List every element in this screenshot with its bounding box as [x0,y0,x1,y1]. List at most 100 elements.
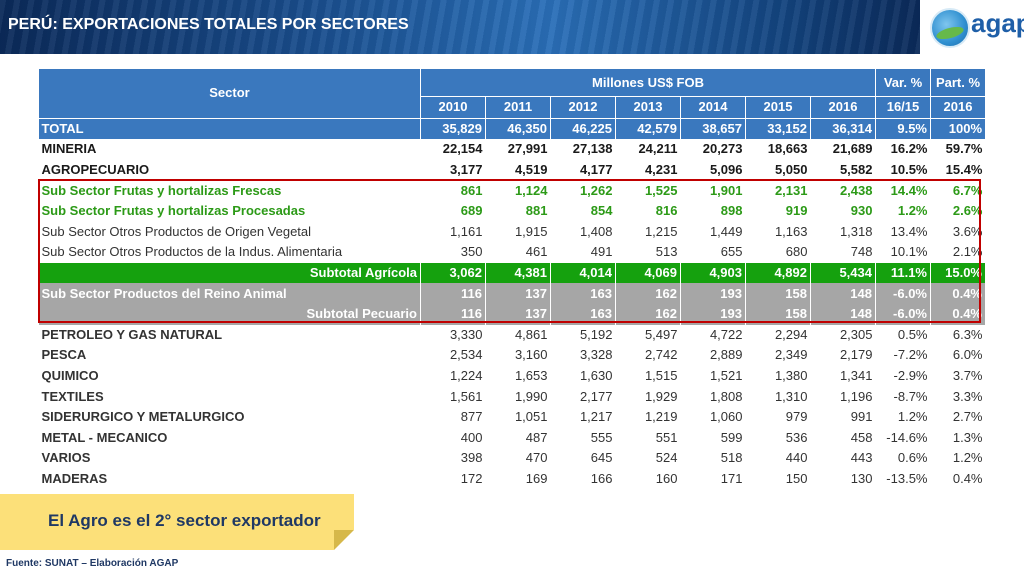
value-cell: 33,152 [745,118,811,140]
value-cell: 4,381 [485,262,551,284]
value-cell: 816 [655,203,678,219]
row-label: Subtotal Agrícola [38,262,421,284]
value-cell: 1,515 [644,368,678,384]
part-cell: 15.4% [945,162,983,178]
value-cell: 1,051 [514,409,548,425]
value-cell: 930 [850,203,873,219]
part-cell: 6.0% [952,347,983,363]
value-cell: 2,742 [644,347,678,363]
value-cell: 193 [680,283,746,304]
table-row: Sub Sector Otros Productos de la Indus. … [39,242,986,263]
value-cell: 1,525 [644,182,678,198]
value-cell: 166 [590,470,613,486]
callout-text: El Agro es el 2° sector exportador [48,511,321,530]
value-cell: 443 [850,450,873,466]
value-cell: 3,160 [514,347,548,363]
value-cell: 4,903 [680,262,746,284]
part-cell: 3.6% [952,223,983,239]
source-note: Fuente: SUNAT – Elaboración AGAP [6,558,179,569]
value-cell: 898 [720,203,743,219]
value-cell: 171 [720,470,743,486]
value-cell: 160 [655,470,678,486]
value-cell: 1,215 [644,223,678,239]
header-year: 2011 [485,96,551,119]
value-cell: 991 [850,409,873,425]
value-cell: 2,889 [709,347,743,363]
value-cell: 35,829 [420,118,486,140]
value-cell: 4,892 [745,262,811,284]
value-cell: 162 [615,283,681,304]
part-cell: 59.7% [945,141,983,157]
value-cell: 3,330 [449,326,483,342]
value-cell: 400 [460,429,483,445]
header-year: 2010 [420,96,486,119]
value-cell: 518 [720,450,743,466]
value-cell: 655 [720,244,743,260]
part-cell: 2.6% [952,203,983,219]
value-cell: 1,224 [449,368,483,384]
value-cell: 440 [785,450,808,466]
value-cell: 4,014 [550,262,616,284]
value-cell: 398 [460,450,483,466]
var-cell: 9.5% [875,118,931,140]
value-cell: 163 [550,303,616,325]
var-cell: 14.4% [890,182,928,198]
value-cell: 919 [785,203,808,219]
header-var-period: 16/15 [875,96,931,119]
logo-text: agap [971,8,1024,38]
callout-box: El Agro es el 2° sector exportador [0,494,354,550]
table-row: PETROLEO Y GAS NATURAL 3,330 4,861 5,192 5,4… [39,325,986,346]
value-cell: 748 [850,244,873,260]
value-cell: 854 [590,203,613,219]
var-cell: -7.2% [893,347,928,363]
part-cell: 6.3% [952,326,983,342]
row-label: Sub Sector Frutas y hortalizas Procesada… [41,203,306,219]
value-cell: 38,657 [680,118,746,140]
value-cell: 2,305 [839,326,873,342]
header-year: 2016 [810,96,876,119]
value-cell: 1,060 [709,409,743,425]
header-sector: Sector [38,68,421,119]
value-cell: 979 [785,409,808,425]
value-cell: 193 [680,303,746,325]
value-cell: 3,062 [420,262,486,284]
value-cell: 1,901 [709,182,743,198]
value-cell: 1,561 [449,388,483,404]
table-row: TOTAL 35,829 46,350 46,225 42,579 38,657 33,15… [38,118,986,140]
var-cell: -8.7% [893,388,928,404]
part-cell: 2.1% [952,244,983,260]
row-label: Sub Sector Otros Productos de Origen Veg… [41,223,312,239]
value-cell: 3,328 [579,347,613,363]
value-cell: 42,579 [615,118,681,140]
value-cell: 513 [655,244,678,260]
table-row: MINERIA 22,154 27,991 27,138 24,211 20,273 18,… [39,139,986,160]
value-cell: 2,179 [839,347,873,363]
value-cell: 536 [785,429,808,445]
row-label: TOTAL [38,118,421,140]
value-cell: 163 [550,283,616,304]
value-cell: 1,310 [774,388,808,404]
value-cell: 46,350 [485,118,551,140]
value-cell: 1,341 [839,368,873,384]
table-row: MADERAS 172 169 166 160 171 150 130 -13.5% 0.4% [39,469,986,490]
value-cell: 158 [745,303,811,325]
table-row: AGROPECUARIO 3,177 4,519 4,177 4,231 5,096 5,0… [39,160,986,181]
part-cell: 100% [930,118,986,140]
part-cell: 0.4% [930,303,986,325]
value-cell: 5,582 [839,162,873,178]
value-cell: 1,219 [644,409,678,425]
value-cell: 350 [460,244,483,260]
part-cell: 2.7% [952,409,983,425]
part-cell: 3.3% [952,388,983,404]
part-cell: 3.7% [952,368,983,384]
value-cell: 150 [785,470,808,486]
value-cell: 22,154 [442,141,483,157]
table-row: QUIMICO 1,224 1,653 1,630 1,515 1,521 1,380 1,3… [39,366,986,387]
value-cell: 5,434 [810,262,876,284]
var-cell: -6.0% [875,283,931,304]
value-cell: 2,349 [774,347,808,363]
value-cell: 116 [420,303,486,325]
row-label: SIDERURGICO Y METALURGICO [41,409,245,425]
value-cell: 1,380 [774,368,808,384]
var-cell: 16.2% [890,141,928,157]
